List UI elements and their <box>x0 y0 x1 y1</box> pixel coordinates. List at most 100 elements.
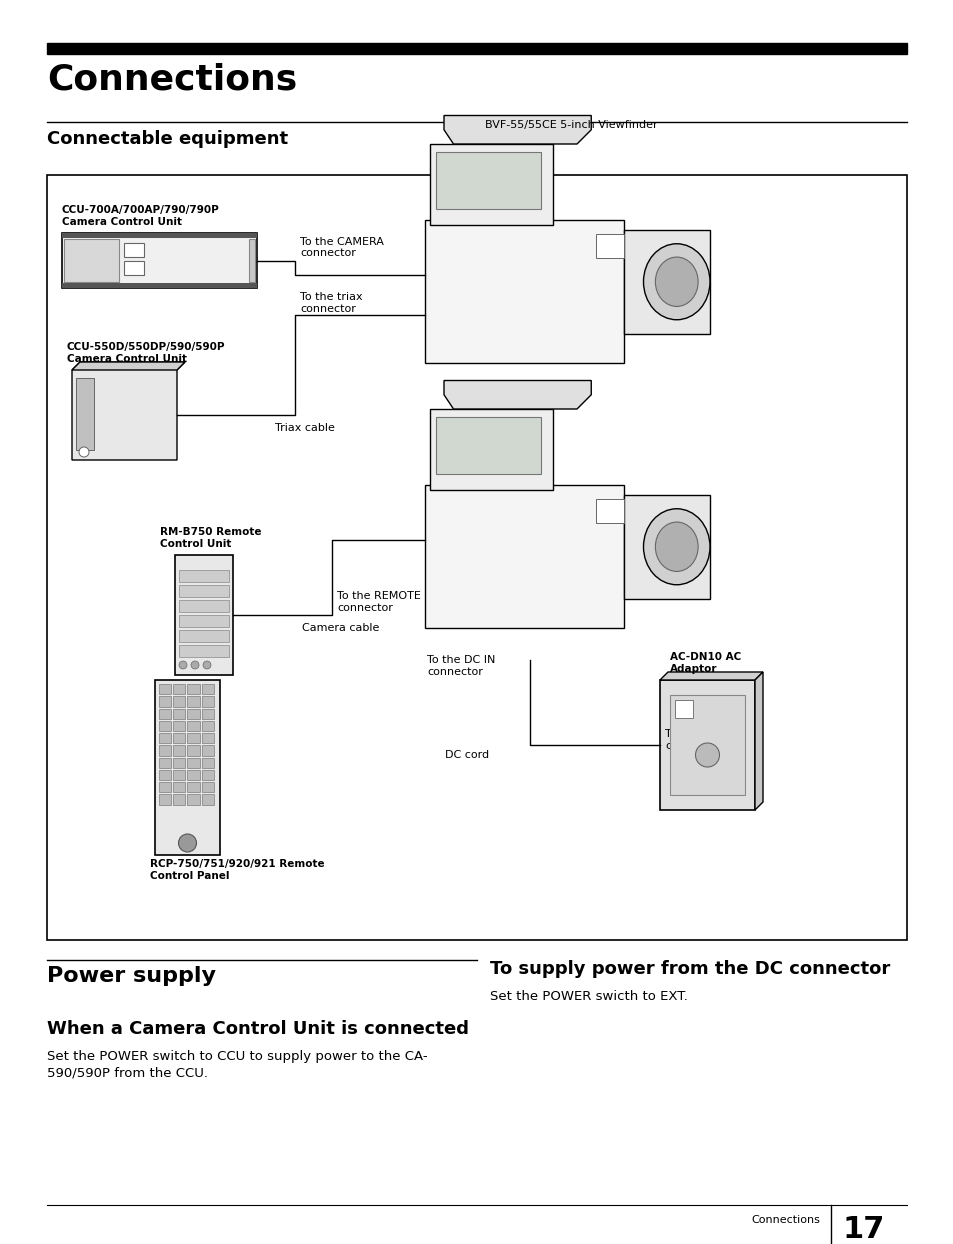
Bar <box>62 233 256 289</box>
Polygon shape <box>443 381 591 409</box>
Bar <box>173 770 185 780</box>
Bar <box>179 644 229 657</box>
Bar <box>159 720 172 731</box>
Text: CCU-700A/700AP/790/790P
Camera Control Unit: CCU-700A/700AP/790/790P Camera Control U… <box>62 205 219 226</box>
Bar <box>429 409 553 490</box>
Bar <box>159 758 172 768</box>
Bar <box>188 709 199 719</box>
Bar <box>173 758 185 768</box>
Bar <box>173 720 185 731</box>
Bar <box>173 733 185 743</box>
Text: To the DC IN
connector: To the DC IN connector <box>427 656 495 677</box>
Bar <box>424 220 624 362</box>
Bar <box>62 233 256 238</box>
Text: To supply power from the DC connector: To supply power from the DC connector <box>490 960 889 978</box>
Bar <box>188 733 199 743</box>
Text: Camera cable: Camera cable <box>302 623 379 633</box>
Text: Set the POWER switch to CCU to supply power to the CA-
590/590P from the CCU.: Set the POWER switch to CCU to supply po… <box>47 1050 427 1080</box>
Bar <box>159 709 172 719</box>
Bar <box>596 234 624 258</box>
Bar <box>201 733 213 743</box>
Ellipse shape <box>655 522 698 571</box>
Bar <box>201 758 213 768</box>
Text: To the DC OUT
connector: To the DC OUT connector <box>664 729 744 750</box>
Bar <box>201 782 213 792</box>
Text: AC-DN10 AC
Adaptor: AC-DN10 AC Adaptor <box>669 652 740 673</box>
Bar <box>179 615 229 627</box>
Text: DC cord: DC cord <box>444 750 489 760</box>
Ellipse shape <box>655 258 698 306</box>
Bar <box>174 555 233 675</box>
Bar <box>47 175 906 940</box>
Bar <box>173 794 185 805</box>
Bar <box>201 697 213 707</box>
Text: To the CAMERA
connector: To the CAMERA connector <box>299 236 383 259</box>
Bar <box>201 720 213 731</box>
Circle shape <box>695 743 719 768</box>
Text: Connections: Connections <box>47 62 297 96</box>
Text: To the triax
connector: To the triax connector <box>299 292 362 313</box>
Circle shape <box>191 661 199 669</box>
Text: Connections: Connections <box>750 1215 820 1225</box>
Circle shape <box>179 661 187 669</box>
Bar <box>188 720 199 731</box>
Polygon shape <box>71 362 185 369</box>
Bar <box>188 770 199 780</box>
Text: Set the POWER swicth to EXT.: Set the POWER swicth to EXT. <box>490 990 687 1003</box>
Text: Power supply: Power supply <box>47 967 215 986</box>
Bar <box>659 680 754 810</box>
Bar <box>675 700 692 718</box>
Text: 17: 17 <box>842 1215 884 1244</box>
Bar <box>173 745 185 755</box>
Bar <box>124 261 144 275</box>
Text: CCU-550D/550DP/590/590P
Camera Control Unit: CCU-550D/550DP/590/590P Camera Control U… <box>67 342 225 363</box>
Polygon shape <box>71 362 185 460</box>
Text: When a Camera Control Unit is connected: When a Camera Control Unit is connected <box>47 1020 469 1037</box>
Bar <box>188 794 199 805</box>
Bar <box>76 378 94 450</box>
Bar <box>188 782 199 792</box>
Bar <box>179 570 229 582</box>
Text: Triax cable: Triax cable <box>274 423 335 433</box>
Bar <box>159 733 172 743</box>
Bar <box>669 695 744 795</box>
Bar <box>201 745 213 755</box>
Bar <box>124 243 144 258</box>
Bar <box>64 239 118 282</box>
Bar <box>188 684 199 694</box>
Ellipse shape <box>643 244 709 320</box>
Bar <box>201 770 213 780</box>
Bar <box>429 144 553 225</box>
Polygon shape <box>754 672 762 810</box>
Circle shape <box>178 833 196 852</box>
Bar <box>188 745 199 755</box>
Bar <box>154 680 220 855</box>
Bar <box>436 417 540 474</box>
Bar <box>624 229 709 333</box>
Bar <box>173 684 185 694</box>
Text: BVF-55/55CE 5-inch Viewfinder: BVF-55/55CE 5-inch Viewfinder <box>484 119 657 131</box>
Text: RCP-750/751/920/921 Remote
Control Panel: RCP-750/751/920/921 Remote Control Panel <box>150 860 324 881</box>
Bar <box>624 495 709 600</box>
Bar <box>201 709 213 719</box>
Bar <box>179 629 229 642</box>
Bar <box>188 758 199 768</box>
Ellipse shape <box>643 509 709 585</box>
Bar <box>159 794 172 805</box>
Text: RM-B750 Remote
Control Unit: RM-B750 Remote Control Unit <box>160 527 261 549</box>
Bar <box>159 697 172 707</box>
Text: Connectable equipment: Connectable equipment <box>47 131 288 148</box>
Polygon shape <box>443 116 591 144</box>
Polygon shape <box>659 672 762 680</box>
Bar <box>201 794 213 805</box>
Text: To the REMOTE
connector: To the REMOTE connector <box>336 591 420 613</box>
Bar <box>159 782 172 792</box>
Bar <box>249 239 254 282</box>
Bar <box>436 152 540 209</box>
Bar <box>159 745 172 755</box>
Bar <box>173 782 185 792</box>
Bar <box>179 585 229 597</box>
Bar <box>596 499 624 522</box>
Bar <box>201 684 213 694</box>
Bar <box>62 282 256 289</box>
